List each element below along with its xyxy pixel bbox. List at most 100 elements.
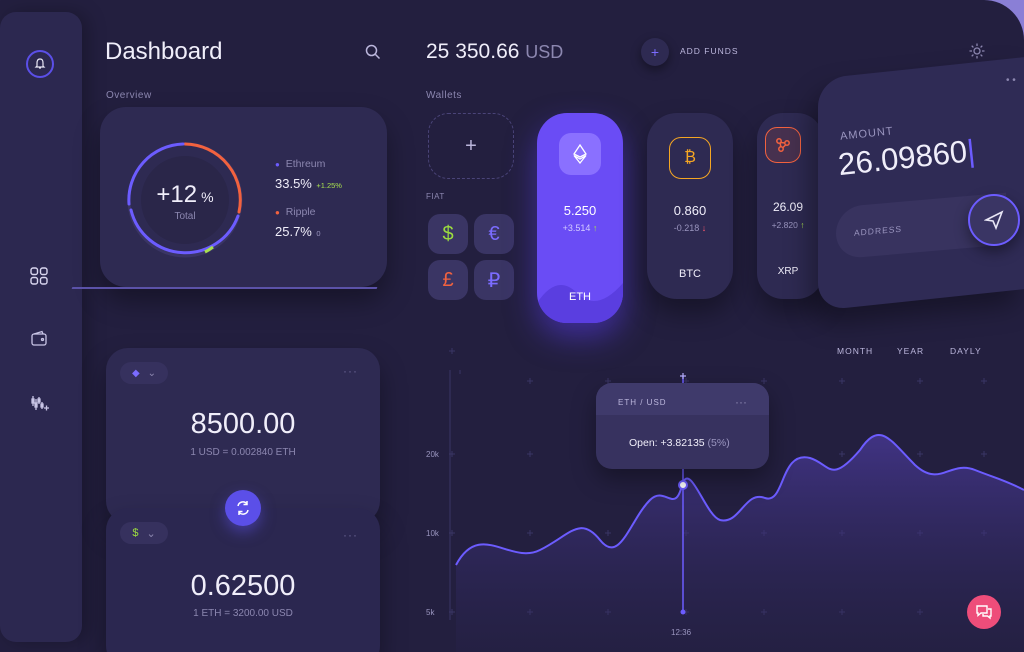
send-panel-menu-icon[interactable]: • • (1006, 75, 1016, 86)
currency-select-eth[interactable]: ◆ ⌄ (120, 362, 168, 384)
legend-ripple-value: 25.7% (275, 224, 312, 239)
fiat-rub-button[interactable]: ₽ (474, 260, 514, 300)
send-panel (818, 57, 1024, 311)
dashboard-icon[interactable] (30, 267, 50, 287)
overview-label: Overview (106, 90, 152, 101)
address-placeholder: ADDRESS (854, 223, 903, 238)
tooltip-open-value: +3.82135 (660, 437, 705, 449)
fiat-eur-symbol: € (488, 222, 500, 245)
tooltip-open-pct: (5%) (707, 437, 730, 449)
xrp-value: 26.09 (772, 200, 804, 214)
x-axis-time-label: 12:36 (671, 628, 692, 637)
ripple-icon (765, 127, 801, 163)
fiat-label: FIAT (426, 192, 445, 201)
legend-ethereum-change: +1.25% (316, 181, 342, 190)
tooltip-open-label: Open: (629, 437, 658, 449)
wallet-card-btc[interactable]: ₿ 0.860 -0.218 ↓ BTC (647, 113, 733, 299)
arrow-up-icon: ↑ (592, 223, 598, 233)
legend-ethereum-value: 33.5% (275, 176, 312, 191)
currency-select-usd[interactable]: $ ⌄ (120, 522, 168, 544)
y-tick-10k: 10k (426, 529, 439, 538)
more-options-icon[interactable]: ··· (343, 364, 358, 378)
send-icon (984, 210, 1004, 230)
legend-item-ethereum: ● Ethreum 33.5% +1.25% (275, 158, 342, 191)
converter-bottom-value[interactable]: 0.62500 (190, 570, 296, 602)
eth-value: 5.250 (563, 203, 597, 218)
chart-cursor-point[interactable] (678, 480, 688, 490)
xrp-change-value: +2.820 (771, 220, 798, 230)
search-icon[interactable] (365, 44, 381, 65)
balance-currency: USD (525, 42, 564, 62)
legend-ripple-change: 0 (316, 229, 321, 238)
settings-icon[interactable] (968, 42, 986, 65)
btc-change: -0.218 ↓ (647, 223, 733, 233)
converter-bottom-rate: 1 ETH = 3200.00 USD (193, 608, 293, 619)
balance-value: 25 350.66 (426, 40, 520, 63)
timeframe-year[interactable]: YEAR (897, 346, 925, 356)
fiat-gbp-symbol: £ (442, 268, 454, 291)
tooltip-header (596, 383, 769, 415)
page-title: Dashboard (105, 38, 223, 65)
arrow-down-icon: ↓ (701, 223, 707, 233)
chart-area-fill (456, 434, 1024, 652)
chat-icon (976, 605, 992, 620)
chart-line (455, 434, 1024, 566)
timeframe-month[interactable]: MONTH (837, 346, 874, 356)
sidebar (0, 12, 82, 642)
legend-ethereum-name: Ethreum (285, 158, 326, 170)
fiat-gbp-button[interactable]: £ (428, 260, 468, 300)
tooltip-menu-icon[interactable]: ··· (735, 395, 747, 409)
fiat-usd-button[interactable]: $ (428, 214, 468, 254)
tooltip-title: ETH / USD (618, 398, 667, 407)
add-funds-button[interactable]: + (641, 38, 669, 66)
send-button[interactable] (968, 194, 1020, 246)
btc-value: 0.860 (673, 203, 707, 218)
chat-button[interactable] (967, 595, 1001, 629)
legend-ripple-name: Ripple (285, 206, 316, 218)
chart-tooltip: ETH / USD ··· Open: +3.82135 (5%) (596, 383, 769, 469)
wallet-card-eth[interactable]: 5.250 +3.514 ↑ ETH (537, 113, 623, 323)
y-tick-20k: 20k (426, 450, 439, 459)
add-wallet-button[interactable]: + (428, 113, 514, 179)
chevron-down-icon: ⌄ (146, 527, 156, 540)
btc-change-value: -0.218 (673, 223, 700, 233)
xrp-change: +2.820 ↑ (757, 220, 819, 230)
wallet-icon[interactable] (30, 330, 50, 350)
eth-name: ETH (569, 291, 591, 303)
dollar-icon: $ (132, 527, 139, 539)
converter-top-rate: 1 USD = 0.002840 ETH (190, 447, 296, 458)
overview-card: +12% Total ● Ethreum 33.5% +1.25% ● Ripp… (100, 107, 387, 287)
y-tick-5k: 5k (426, 608, 435, 617)
overview-total-caption: Total (174, 211, 196, 222)
wallets-label: Wallets (426, 90, 462, 101)
ethereum-icon: ◆ (131, 367, 140, 379)
total-balance: 25 350.66 USD (426, 40, 563, 64)
timeframe-daily[interactable]: DAYLY (950, 346, 982, 356)
wallet-card-xrp[interactable]: 26.09 +2.820 ↑ XRP (757, 113, 823, 299)
ethereum-icon (559, 133, 601, 175)
eth-change: +3.514 ↑ (537, 223, 623, 233)
eth-card-wave (537, 283, 623, 323)
xrp-name: XRP (777, 266, 799, 277)
arrow-up-icon: ↑ (800, 220, 805, 230)
add-funds-label[interactable]: ADD FUNDS (680, 46, 739, 56)
tooltip-body: Open: +3.82135 (5%) (629, 437, 730, 449)
converter-top-value[interactable]: 8500.00 (190, 408, 296, 440)
overview-divider (71, 287, 378, 289)
chart-cursor-top-marker (680, 373, 686, 379)
fiat-eur-button[interactable]: € (474, 214, 514, 254)
overview-total-value: +12 (156, 181, 198, 208)
swap-button[interactable] (225, 490, 261, 526)
overview-donut-chart (127, 142, 243, 258)
fiat-usd-symbol: $ (442, 222, 454, 245)
fiat-rub-symbol: ₽ (487, 269, 501, 292)
bell-icon[interactable] (26, 50, 54, 78)
btc-name: BTC (679, 268, 701, 280)
chart-icon[interactable] (30, 394, 50, 414)
eth-change-value: +3.514 (562, 223, 591, 233)
chart-cursor-bottom-marker (680, 609, 686, 615)
more-options-icon[interactable]: ··· (343, 528, 358, 542)
bitcoin-icon: ₿ (669, 137, 711, 179)
overview-center: +12% Total (155, 181, 215, 222)
